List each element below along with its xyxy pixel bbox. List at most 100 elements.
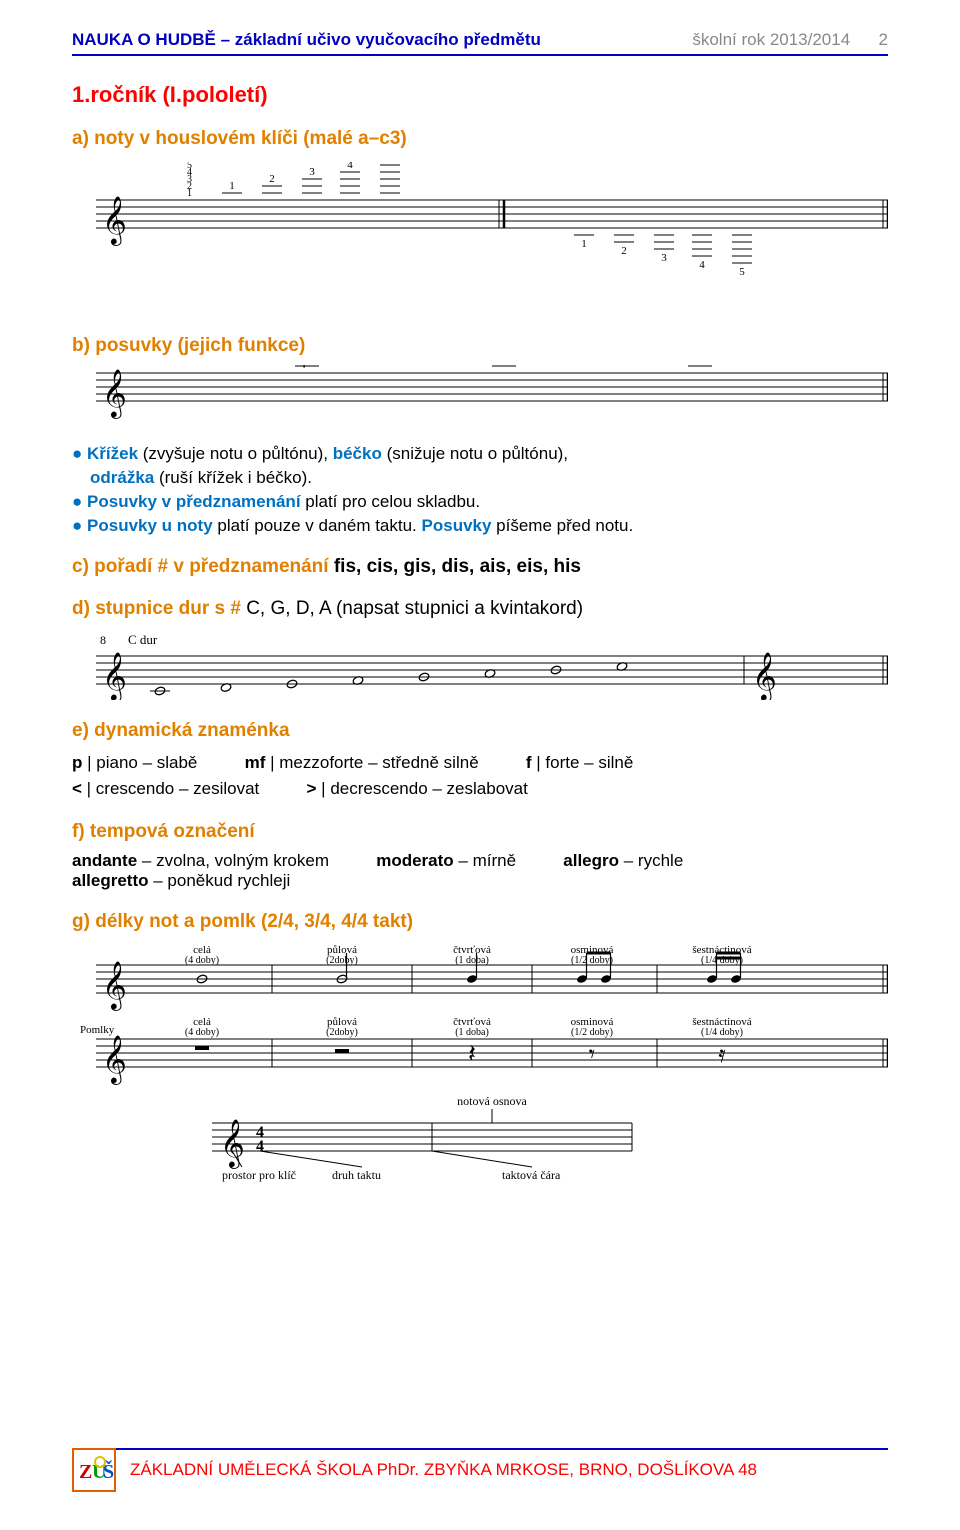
bullet-2: ● Posuvky v předznamenání platí pro celo… [72, 492, 888, 512]
section-c-label: c) pořadí # v předznamenání [72, 556, 334, 577]
dyn-text: | forte – silně [532, 753, 634, 772]
school-logo-icon: Z U Š [72, 1448, 116, 1492]
svg-text:1: 1 [229, 180, 235, 192]
dyn-text: | piano – slabě [82, 753, 197, 772]
svg-text:𝄞: 𝄞 [102, 369, 127, 419]
dynamics-row-2: < | crescendo – zesilovat > | decrescend… [72, 776, 888, 802]
dynamics-row-1: p | piano – slabě mf | mezzoforte – stře… [72, 750, 888, 776]
svg-text:prostor pro klíč: prostor pro klíč [222, 1168, 296, 1182]
svg-text:(4 doby): (4 doby) [185, 955, 219, 966]
bullet-text2: (snižuje notu o půltónu), [382, 444, 568, 463]
svg-text:♯: ♯ [300, 365, 314, 372]
tempo-text: – zvolna, volným krokem [137, 851, 329, 870]
section-c-content: fis, cis, gis, dis, ais, eis, his [334, 556, 581, 577]
section-e-label: e) dynamická znaménka [72, 720, 290, 741]
section-c: c) pořadí # v předznamenání fis, cis, gi… [72, 556, 888, 578]
bullet-dot-icon: ● [72, 444, 82, 463]
section-d-content: C, G, D, A (napsat stupnici a kvintakord… [246, 598, 583, 619]
bullet-1-line2: odrážka (ruší křížek i béčko). [72, 468, 888, 488]
tempo-text: – rychle [619, 851, 683, 870]
section-d: d) stupnice dur s # C, G, D, A (napsat s… [72, 598, 888, 620]
svg-text:notová osnova: notová osnova [457, 1094, 527, 1108]
svg-text:𝄞: 𝄞 [102, 652, 127, 700]
bullet-text: platí pro celou skladbu. [301, 492, 481, 511]
bullet-lead: Křížek [87, 444, 138, 463]
svg-text:(1/2 doby): (1/2 doby) [571, 1027, 613, 1038]
section-e-heading: e) dynamická znaménka [72, 720, 888, 742]
section-f-heading: f) tempová označení [72, 821, 888, 843]
dyn-symbol: mf [245, 753, 266, 772]
svg-text:3: 3 [309, 166, 315, 178]
svg-text:(2doby): (2doby) [326, 1027, 358, 1038]
svg-text:𝄞: 𝄞 [102, 961, 127, 1011]
tempo-term: moderato [376, 851, 453, 870]
section-f-label: f) tempová označení [72, 821, 255, 842]
svg-text:druh taktu: druh taktu [332, 1168, 381, 1182]
bullet-text2: píšeme před notu. [491, 516, 633, 535]
svg-text:𝄞: 𝄞 [220, 1119, 245, 1169]
tempo-text: – poněkud rychleji [149, 871, 291, 890]
header-page: 2 [879, 30, 888, 49]
staff-d-diagram: 𝄞8C dur𝄞 [72, 630, 888, 700]
bullet-lead: Posuvky v předznamenání [87, 492, 301, 511]
svg-text:3: 3 [661, 252, 667, 264]
svg-text:Š: Š [103, 1459, 114, 1483]
svg-text:♭: ♭ [497, 365, 510, 372]
bullet-text: platí pouze v daném taktu. [213, 516, 422, 535]
staff-g-diagram: 𝄞celá(4 doby)půlová(2doby)čtvrťová(1 dob… [72, 943, 888, 1203]
svg-text:(2doby): (2doby) [326, 955, 358, 966]
section-g-label: g) délky not a pomlk (2/4, 3/4, 4/4 takt… [72, 911, 413, 932]
svg-text:𝄿: 𝄿 [718, 1042, 725, 1068]
section-b-heading: b) posuvky (jejich funkce) [72, 335, 888, 357]
svg-text:𝄞: 𝄞 [102, 1035, 127, 1085]
svg-text:Pomlky: Pomlky [80, 1024, 115, 1036]
svg-text:𝄞: 𝄞 [752, 652, 777, 700]
svg-text:♮: ♮ [695, 365, 705, 372]
footer-text: ZÁKLADNÍ UMĚLECKÁ ŠKOLA PhDr. ZBYŇKA MRK… [130, 1460, 757, 1480]
section-g-heading: g) délky not a pomlk (2/4, 3/4, 4/4 takt… [72, 911, 888, 933]
header-year-page: školní rok 2013/2014 2 [692, 30, 888, 50]
svg-text:(1 doba): (1 doba) [455, 955, 489, 966]
svg-text:5: 5 [187, 162, 192, 171]
bullet-lead2: Posuvky [422, 516, 492, 535]
svg-text:taktová čára: taktová čára [502, 1168, 561, 1182]
dyn-text: | crescendo – zesilovat [82, 779, 259, 798]
staff-a-diagram: 𝄞123451234512345 [72, 162, 888, 307]
page-footer: Z U Š ZÁKLADNÍ UMĚLECKÁ ŠKOLA PhDr. ZBYŇ… [72, 1448, 888, 1492]
dyn-text: | decrescendo – zeslabovat [316, 779, 527, 798]
svg-text:2: 2 [269, 173, 275, 185]
dyn-symbol: p [72, 753, 82, 772]
section-a-heading: a) noty v houslovém klíči (malé a–c3) [72, 128, 888, 150]
tempo-row-2: allegretto – poněkud rychleji [72, 871, 888, 891]
svg-text:4: 4 [699, 259, 705, 271]
svg-text:2: 2 [621, 245, 627, 257]
svg-text:8: 8 [100, 633, 106, 647]
svg-text:(1 doba): (1 doba) [455, 1027, 489, 1038]
svg-text:(1/4 doby): (1/4 doby) [701, 1027, 743, 1038]
bullet-dot-icon: ● [72, 516, 82, 535]
header-underline [72, 54, 888, 56]
svg-text:𝄽: 𝄽 [468, 1039, 476, 1068]
dyn-text: | mezzoforte – středně silně [265, 753, 478, 772]
page-header: NAUKA O HUDBĚ – základní učivo vyučovací… [72, 30, 888, 50]
dyn-symbol: < [72, 779, 82, 798]
grade-heading: 1.ročník (I.pololetí) [72, 82, 888, 108]
svg-text:𝄞: 𝄞 [102, 196, 127, 246]
svg-text:C dur: C dur [128, 632, 158, 647]
header-year: školní rok 2013/2014 [692, 30, 850, 49]
tempo-row-1: andante – zvolna, volným krokem moderato… [72, 851, 888, 871]
dyn-symbol: > [307, 779, 317, 798]
svg-text:1: 1 [581, 238, 587, 250]
bullet-1: ● Křížek (zvyšuje notu o půltónu), béčko… [72, 444, 888, 464]
bullet-dot-icon: ● [72, 492, 82, 511]
bullet-text: (zvyšuje notu o půltónu), [138, 444, 333, 463]
bullet-list: ● Křížek (zvyšuje notu o půltónu), béčko… [72, 444, 888, 536]
svg-text:𝄾: 𝄾 [589, 1042, 595, 1068]
bullet-lead: Posuvky u noty [87, 516, 213, 535]
svg-text:Z: Z [79, 1461, 92, 1483]
svg-text:5: 5 [739, 266, 745, 278]
svg-text:5: 5 [387, 162, 393, 164]
svg-text:4: 4 [347, 162, 353, 171]
svg-text:4: 4 [256, 1138, 264, 1155]
tempo-term: andante [72, 851, 137, 870]
